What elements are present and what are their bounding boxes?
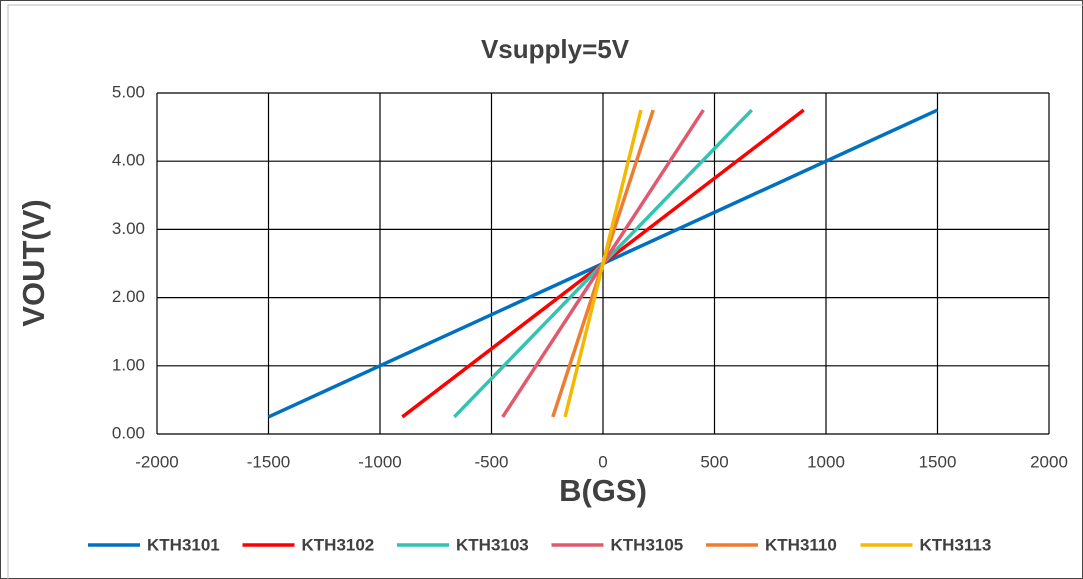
- x-tick-label: 0: [598, 452, 607, 471]
- x-tick-label: 1500: [919, 452, 957, 471]
- series-line: [563, 109, 643, 418]
- x-tick-label: -2000: [135, 452, 178, 471]
- chart-title: Vsupply=5V: [481, 34, 630, 64]
- y-tick-label: 5.00: [112, 82, 145, 101]
- y-tick-label: 1.00: [112, 355, 145, 374]
- x-tick-label: 2000: [1030, 452, 1068, 471]
- x-tick-label: -1500: [247, 452, 290, 471]
- legend-label: KTH3113: [920, 535, 992, 554]
- y-axis-label: VOUT(V): [16, 199, 51, 326]
- legend-label: KTH3105: [611, 535, 684, 554]
- legend-label: KTH3102: [302, 535, 375, 554]
- x-tick-label: 1000: [807, 452, 845, 471]
- y-tick-label: 4.00: [112, 151, 145, 170]
- legend-label: KTH3101: [147, 535, 220, 554]
- legend-label: KTH3110: [765, 535, 837, 554]
- x-tick-label: -500: [474, 452, 508, 471]
- y-tick-label: 0.00: [112, 423, 145, 442]
- y-tick-label: 2.00: [112, 287, 145, 306]
- legend-label: KTH3103: [456, 535, 529, 554]
- x-tick-label: 500: [700, 452, 728, 471]
- x-axis-label: B(GS): [559, 473, 647, 508]
- x-tick-label: -1000: [358, 452, 401, 471]
- y-tick-label: 3.00: [112, 219, 145, 238]
